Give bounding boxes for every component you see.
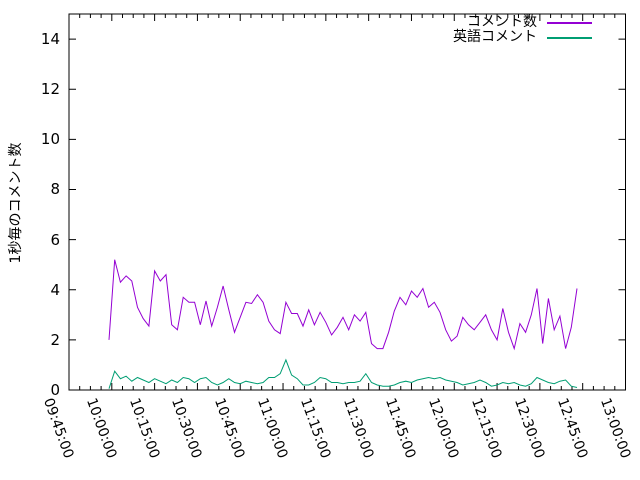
chart-legend: コメント数 英語コメント [453,15,592,45]
y-tick-label: 0 [50,381,60,399]
axis-ticks [68,14,626,391]
y-tick-label: 4 [50,280,60,299]
y-tick-label: 2 [50,330,60,349]
y-tick-label: 6 [50,230,60,249]
legend-entry-english-comments: 英語コメント [453,30,592,45]
legend-line-swatch [547,36,592,39]
legend-entry-comments: コメント数 [453,15,592,30]
y-tick-label: 8 [50,180,60,199]
series-line-comments [108,259,578,351]
legend-line-swatch [547,21,592,24]
y-tick-label: 14 [40,30,60,49]
series-line-english-comments [108,358,578,389]
y-tick-label: 12 [40,80,60,99]
legend-label: 英語コメント [453,29,537,45]
y-tick-label: 10 [40,130,60,149]
legend-label: コメント数 [467,14,537,30]
